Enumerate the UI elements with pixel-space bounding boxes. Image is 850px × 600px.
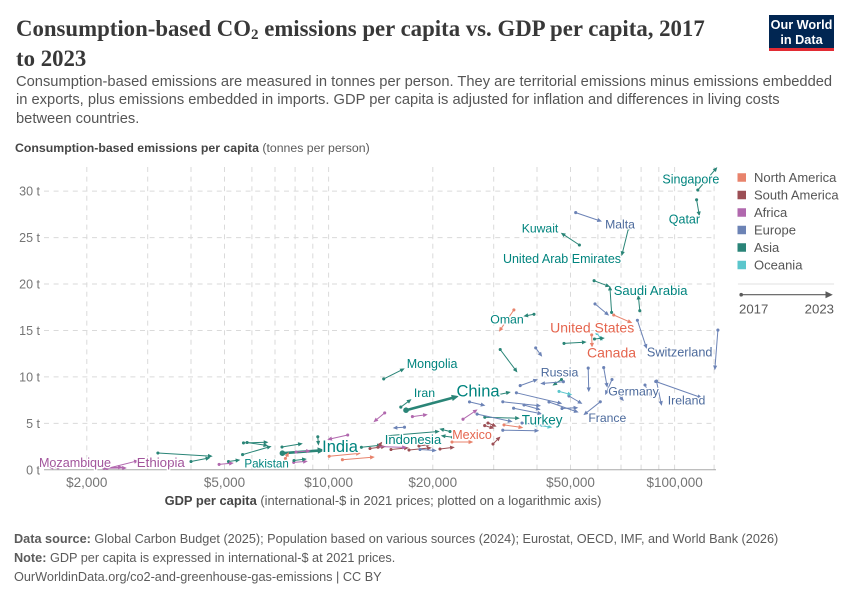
- svg-text:$2,000: $2,000: [66, 475, 107, 490]
- svg-text:Singapore: Singapore: [662, 172, 719, 186]
- svg-text:Switzerland: Switzerland: [647, 346, 713, 360]
- svg-text:10 t: 10 t: [19, 370, 40, 384]
- svg-text:Iran: Iran: [414, 386, 435, 400]
- svg-text:Mexico: Mexico: [452, 428, 492, 442]
- svg-text:$10,000: $10,000: [304, 475, 353, 490]
- svg-text:Oceania: Oceania: [754, 258, 803, 273]
- svg-text:Germany: Germany: [608, 385, 659, 399]
- svg-text:Europe: Europe: [754, 223, 796, 238]
- svg-text:$20,000: $20,000: [408, 475, 457, 490]
- svg-text:Consumption-based emissions pe: Consumption-based emissions per capita (…: [15, 141, 370, 155]
- svg-text:Turkey: Turkey: [522, 413, 563, 428]
- svg-text:Saudi Arabia: Saudi Arabia: [614, 283, 688, 298]
- svg-text:China: China: [456, 383, 500, 401]
- svg-text:0 t: 0 t: [26, 463, 40, 477]
- svg-text:5 t: 5 t: [26, 417, 40, 431]
- svg-text:Africa: Africa: [754, 205, 788, 220]
- svg-text:Canada: Canada: [587, 344, 636, 360]
- svg-text:$100,000: $100,000: [646, 475, 702, 490]
- svg-text:30 t: 30 t: [19, 185, 40, 199]
- svg-text:South America: South America: [754, 188, 839, 203]
- svg-text:Malta: Malta: [605, 218, 635, 232]
- svg-text:$50,000: $50,000: [546, 475, 595, 490]
- svg-text:Asia: Asia: [754, 240, 780, 255]
- svg-text:Kuwait: Kuwait: [522, 222, 559, 236]
- svg-text:2023: 2023: [805, 302, 834, 317]
- svg-text:GDP per capita (international-: GDP per capita (international-$ in 2021 …: [165, 493, 602, 508]
- svg-text:Qatar: Qatar: [669, 213, 700, 227]
- svg-text:Pakistan: Pakistan: [244, 457, 288, 470]
- svg-text:15 t: 15 t: [19, 324, 40, 338]
- svg-text:Russia: Russia: [541, 366, 579, 380]
- svg-text:India: India: [322, 438, 359, 456]
- svg-text:France: France: [588, 411, 626, 425]
- svg-text:20 t: 20 t: [19, 278, 40, 292]
- svg-text:Oman: Oman: [490, 312, 524, 326]
- svg-text:Indonesia: Indonesia: [385, 432, 442, 447]
- svg-text:Mongolia: Mongolia: [407, 357, 458, 371]
- svg-text:Ireland: Ireland: [668, 393, 706, 407]
- svg-text:United States: United States: [550, 320, 634, 336]
- svg-text:2017: 2017: [739, 302, 768, 317]
- svg-text:United Arab Emirates: United Arab Emirates: [503, 252, 621, 266]
- svg-text:$5,000: $5,000: [204, 475, 245, 490]
- svg-text:Mozambique: Mozambique: [39, 456, 111, 470]
- svg-text:Ethiopia: Ethiopia: [137, 455, 186, 470]
- svg-text:25 t: 25 t: [19, 231, 40, 245]
- svg-text:North America: North America: [754, 170, 837, 185]
